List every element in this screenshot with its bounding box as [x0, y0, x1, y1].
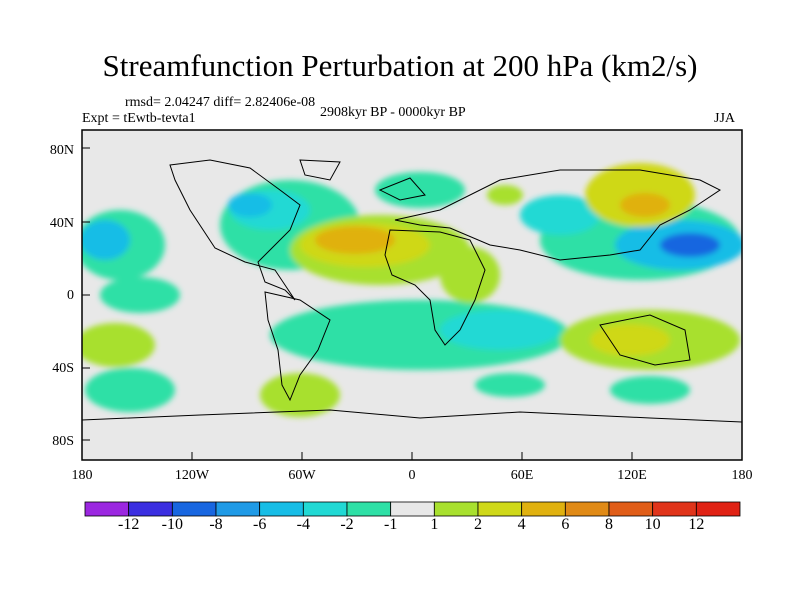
anomaly-patch: [228, 193, 272, 217]
colorbar-label: 2: [474, 516, 482, 533]
colorbar-box: [477, 501, 523, 517]
anomaly-patch: [440, 247, 500, 303]
anomaly-patch: [610, 376, 690, 404]
australia-coast: [599, 314, 691, 366]
lon-label: 60E: [510, 468, 534, 483]
lat-label: 80N: [49, 143, 74, 158]
lon-label: 120W: [174, 468, 210, 483]
anomaly-patch: [475, 373, 545, 397]
colorbar-label: 4: [517, 516, 526, 533]
colorbar-label: -4: [296, 516, 310, 533]
anomaly-patch: [85, 368, 175, 412]
anomaly-patch: [487, 185, 523, 205]
colorbar-label: 8: [605, 516, 613, 533]
anomaly-patch: [100, 277, 180, 313]
colorbar-label: -10: [161, 516, 183, 533]
colorbar-box: [608, 501, 654, 517]
anomaly-patch: [590, 324, 670, 356]
colorbar-label: 1: [430, 516, 439, 533]
lat-label: 0: [67, 288, 74, 303]
colorbar-label: -8: [209, 516, 223, 533]
lat-label: 40N: [49, 216, 74, 231]
map-title: Streamfunction Perturbation at 200 hPa (…: [102, 48, 698, 83]
anomaly-patch: [82, 220, 130, 260]
south-america-coast: [264, 291, 331, 402]
anomaly-patch: [82, 323, 155, 367]
eurasia-coast: [394, 169, 721, 261]
experiment-label: Expt = tEwtb-tevta1: [82, 111, 196, 126]
colorbar-label: 6: [561, 516, 570, 533]
anomaly-patch: [440, 310, 560, 350]
lon-label: 60W: [288, 468, 316, 483]
colorbar-box: [84, 501, 130, 517]
anomaly-patch: [315, 226, 395, 254]
colorbar-box: [521, 501, 566, 517]
lon-label: 180: [71, 468, 93, 483]
colorbar-box: [171, 501, 217, 517]
colorbar-label: -1: [383, 516, 398, 533]
greenland-coast: [299, 159, 341, 181]
colorbar-box: [652, 501, 697, 517]
season-label: JJA: [714, 111, 736, 126]
colorbar-label: -2: [340, 516, 354, 533]
colorbar-box: [259, 501, 304, 517]
colorbar-label: -6: [252, 516, 267, 533]
lat-label: 40S: [52, 361, 74, 376]
stats-text: rmsd= 2.04247 diff= 2.82406e-08: [125, 95, 316, 110]
lat-label: 80S: [52, 434, 74, 449]
anomaly-patch: [660, 233, 720, 257]
colorbar-box: [433, 501, 479, 517]
europe-north-coast: [378, 177, 426, 201]
colorbar-label: 10: [644, 516, 661, 533]
colorbar-label: -12: [117, 516, 140, 533]
colorbar-box: [390, 501, 435, 517]
colorbar-box: [215, 501, 261, 517]
lon-label: 180: [731, 468, 753, 483]
coastlines: [82, 159, 742, 423]
anomaly-patch: [260, 373, 340, 417]
colorbar-box: [695, 501, 741, 517]
colorbar-label: 12: [688, 516, 705, 533]
lon-label: 120E: [617, 468, 647, 483]
colorbar-box: [564, 501, 610, 517]
antarctica-coast: [82, 409, 742, 423]
north-america-coast: [169, 159, 301, 301]
colorbar-box: [346, 501, 392, 517]
period-label: 2908kyr BP - 0000kyr BP: [320, 105, 466, 120]
colorbar-box: [302, 501, 348, 517]
anomaly-patch: [620, 193, 670, 217]
anomaly-patch: [520, 195, 600, 235]
lon-label: 0: [408, 468, 416, 483]
africa-coast: [384, 229, 486, 346]
contour-fill: [82, 159, 742, 423]
colorbar-box: [128, 501, 173, 517]
